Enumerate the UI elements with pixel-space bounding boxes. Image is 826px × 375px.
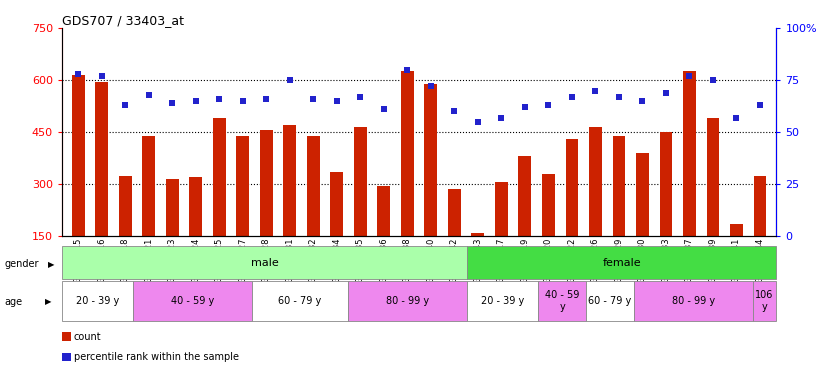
Bar [634,281,752,321]
Point [142,92,155,98]
Text: 80 - 99 y: 80 - 99 y [386,296,429,306]
Point [495,115,508,121]
Text: 20 - 39 y: 20 - 39 y [481,296,525,306]
Bar [354,127,367,236]
Point [542,102,555,108]
Point [683,73,696,79]
Point [753,102,767,108]
Bar [613,136,625,236]
Point [166,100,179,106]
Text: 80 - 99 y: 80 - 99 y [672,296,714,306]
Point [425,83,438,89]
Point [401,67,414,73]
Bar [472,233,484,236]
Point [189,98,202,104]
Bar [589,127,602,236]
Bar [253,281,348,321]
Point [260,96,273,102]
Point [236,98,249,104]
Bar [283,125,297,236]
Bar [62,281,133,321]
Bar [425,84,438,236]
Bar [377,186,391,236]
Bar [330,172,344,236]
Text: ▶: ▶ [48,260,55,269]
Text: 40 - 59 y: 40 - 59 y [171,296,215,306]
Bar [467,281,539,321]
Bar [448,189,461,236]
Bar [96,82,108,236]
Bar [752,281,776,321]
Point [730,115,743,121]
Bar [62,246,467,279]
Point [354,94,367,100]
Text: percentile rank within the sample: percentile rank within the sample [74,352,239,362]
Point [448,108,461,114]
Bar [213,118,225,236]
Bar [730,224,743,236]
Bar [706,118,719,236]
Point [519,104,532,110]
Text: gender: gender [4,260,39,269]
Bar [166,179,179,236]
Bar [539,281,586,321]
Text: GDS707 / 33403_at: GDS707 / 33403_at [62,14,184,27]
Text: count: count [74,332,101,342]
Point [330,98,344,104]
Bar [236,136,249,236]
Text: ▶: ▶ [45,297,52,306]
Point [213,96,226,102]
Point [306,96,320,102]
Text: age: age [4,297,22,307]
Point [472,119,485,125]
Bar [753,176,767,236]
Bar [119,176,132,236]
Bar [586,281,634,321]
Bar [636,153,649,236]
Point [589,88,602,94]
Point [119,102,132,108]
Bar [133,281,253,321]
Bar [142,136,155,236]
Text: male: male [250,258,278,267]
Bar [260,130,273,236]
Text: female: female [602,258,641,267]
Bar [467,246,776,279]
Bar [542,174,555,236]
Point [659,90,672,96]
Bar [401,72,414,236]
Bar [495,183,508,236]
Point [377,106,391,112]
Point [612,94,625,100]
Bar [72,75,85,236]
Text: 60 - 79 y: 60 - 79 y [588,296,631,306]
Point [95,73,108,79]
Text: 40 - 59
y: 40 - 59 y [545,290,579,312]
Point [636,98,649,104]
Text: 20 - 39 y: 20 - 39 y [76,296,119,306]
Bar [348,281,467,321]
Point [72,71,85,77]
Bar [566,139,578,236]
Point [565,94,578,100]
Bar [307,136,320,236]
Point [706,77,719,83]
Text: 60 - 79 y: 60 - 79 y [278,296,322,306]
Text: 106
y: 106 y [755,290,774,312]
Bar [659,132,672,236]
Bar [683,72,696,236]
Point [283,77,297,83]
Bar [519,156,531,236]
Bar [189,177,202,236]
